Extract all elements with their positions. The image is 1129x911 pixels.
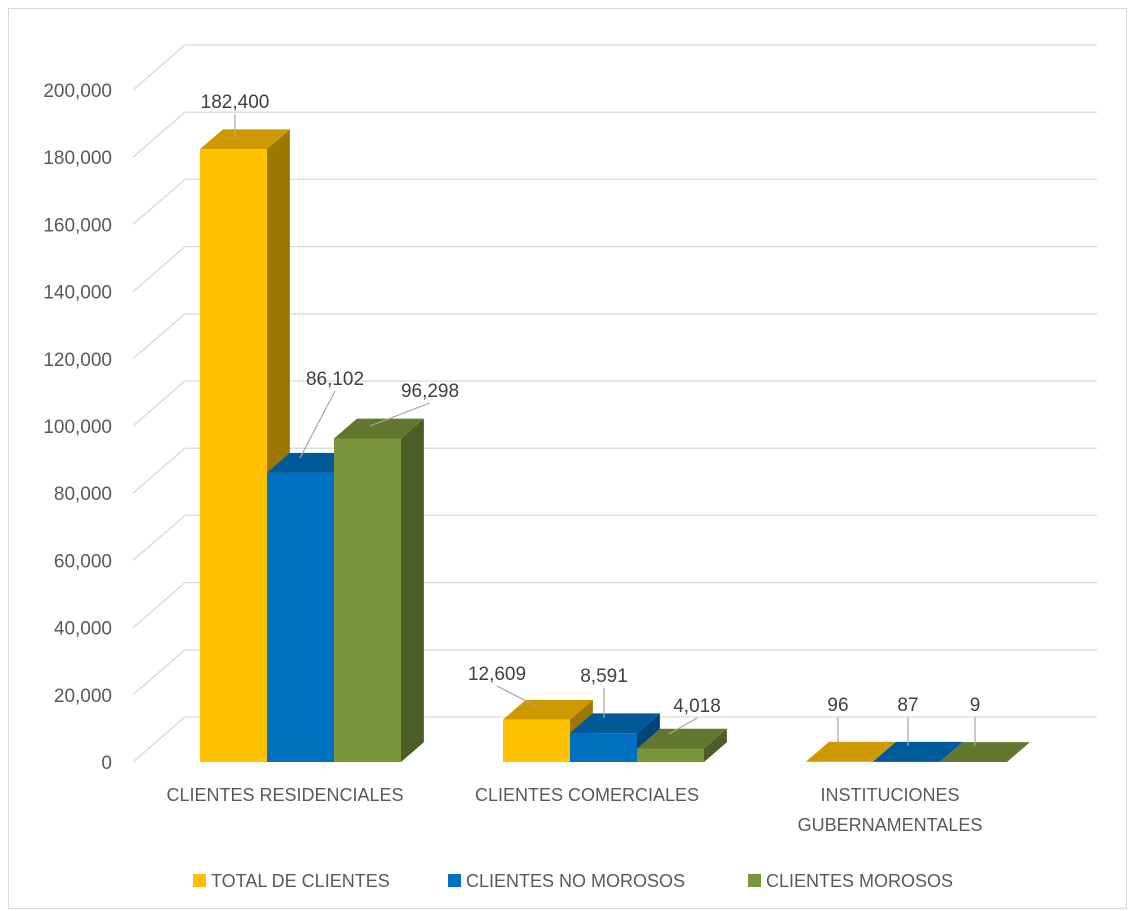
bar: [200, 149, 267, 763]
legend-label: CLIENTES NO MOROSOS: [466, 871, 685, 891]
bar: [503, 719, 570, 762]
data-label: 86,102: [306, 369, 364, 390]
gridline-depth: [132, 313, 186, 360]
gridline-depth: [132, 178, 186, 225]
bar-side: [1007, 742, 1030, 762]
bar: [334, 438, 401, 762]
y-tick-label: 60,000: [54, 551, 112, 572]
y-tick-label: 100,000: [43, 417, 112, 438]
bar-top: [806, 741, 896, 762]
gridline-depth: [132, 649, 186, 696]
data-label: 9: [970, 695, 981, 716]
data-label: 12,609: [468, 664, 526, 685]
bar-top: [334, 418, 424, 439]
bar-top: [570, 713, 660, 734]
gridline-depth: [132, 380, 186, 427]
x-tick-label: INSTITUCIONES: [820, 785, 959, 805]
data-label: 87: [897, 695, 918, 716]
bar: [570, 733, 637, 762]
legend-label: CLIENTES MOROSOS: [766, 871, 953, 891]
gridline-depth: [132, 246, 186, 293]
x-tick-label: GUBERNAMENTALES: [798, 815, 983, 835]
data-label-leader: [668, 717, 698, 735]
gridline-depth: [132, 447, 186, 494]
bar-side: [940, 741, 963, 762]
y-tick-label: 120,000: [43, 350, 112, 371]
data-label: 96: [827, 695, 848, 716]
y-tick-label: 20,000: [54, 686, 112, 707]
y-tick-label: 180,000: [43, 148, 112, 169]
y-tick-label: 40,000: [54, 619, 112, 640]
bar: [637, 748, 704, 762]
bar-side: [704, 728, 727, 762]
gridline-depth: [132, 582, 186, 629]
bar-top: [873, 741, 963, 762]
data-label: 8,591: [580, 666, 628, 687]
bar-top: [940, 742, 1030, 762]
data-label: 182,400: [201, 92, 270, 113]
bar-side: [401, 418, 424, 762]
legend-swatch: [448, 874, 461, 887]
gridline-depth: [132, 716, 186, 763]
data-label-leader: [299, 390, 336, 459]
data-label: 4,018: [673, 696, 721, 717]
bar-top: [637, 728, 727, 749]
bar-top: [200, 129, 290, 150]
gridline-depth: [132, 111, 186, 158]
gridline-depth: [132, 514, 186, 561]
data-label: 96,298: [401, 381, 459, 402]
x-tick-label: CLIENTES RESIDENCIALES: [166, 785, 403, 805]
gridline-depth: [132, 44, 186, 91]
legend-label: TOTAL DE CLIENTES: [211, 871, 390, 891]
y-tick-label: 0: [101, 753, 112, 774]
legend-swatch: [193, 874, 206, 887]
bar-top: [503, 699, 593, 720]
x-tick-label: CLIENTES COMERCIALES: [475, 785, 699, 805]
y-tick-label: 140,000: [43, 283, 112, 304]
data-label-leader: [369, 402, 431, 427]
y-tick-label: 160,000: [43, 215, 112, 236]
y-tick-label: 200,000: [43, 81, 112, 102]
bar: [267, 472, 334, 762]
y-tick-label: 80,000: [54, 484, 112, 505]
data-label-leader: [496, 685, 537, 707]
legend-swatch: [748, 874, 761, 887]
